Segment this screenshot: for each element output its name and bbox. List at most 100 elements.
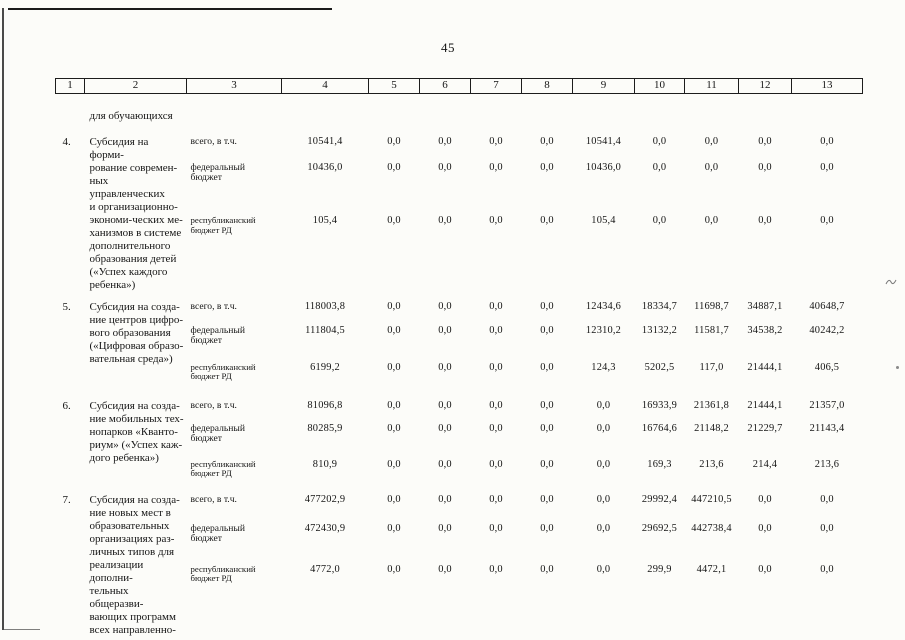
- value-cell: 0,0: [596, 422, 611, 434]
- value-cell: 0,0: [387, 361, 401, 373]
- value-cell: 0,0: [387, 422, 401, 434]
- value-cell: 10541,4: [307, 135, 343, 147]
- row-title-line: ных управленческих: [89, 174, 165, 200]
- row-title: Субсидия на форми-рование современ-ных у…: [85, 135, 187, 292]
- budget-level-label: республиканский бюджет РД: [187, 458, 282, 482]
- value-cell: 0,0: [438, 458, 452, 470]
- empty-cell: [573, 94, 635, 135]
- value-cell: 29692,5: [641, 523, 678, 535]
- value-cell: 0,0: [652, 215, 667, 227]
- spacer-cell: [56, 482, 863, 493]
- value-cell: 0,0: [540, 300, 554, 312]
- value-cell: 0,0: [540, 324, 554, 336]
- value-cell: 80285,9: [307, 422, 343, 434]
- spacer-cell: [56, 292, 863, 300]
- value-cell: 0,0: [596, 458, 611, 470]
- value-cell: 18334,7: [641, 300, 678, 312]
- value-cell: 0,0: [489, 324, 503, 336]
- value-cell: 105,4: [312, 215, 338, 227]
- value-cell: 0,0: [387, 162, 401, 174]
- empty-cell: [471, 94, 522, 135]
- scan-mark-dot: [896, 366, 899, 369]
- row-title-line: ние мобильных тех-: [89, 412, 184, 425]
- value-cell: 0,0: [758, 523, 772, 535]
- value-cell: 0,0: [438, 324, 452, 336]
- scan-mark-squiggle: [885, 279, 897, 285]
- table-row: 5. Субсидия на созда-ние центров цифро-во…: [56, 300, 863, 365]
- budget-table: 1 2 3 4 5 6 7 8 9 10 11 12 13 для обучающихся 4. Субси…: [55, 78, 863, 637]
- value-cell: 0,0: [438, 493, 452, 505]
- budget-level-label: федеральный бюджет: [187, 522, 282, 563]
- budget-level-label-line: бюджет РД: [190, 468, 232, 479]
- row-title-line: ребенка»): [89, 278, 136, 291]
- budget-level-label-line: республиканский: [190, 215, 256, 226]
- column-header: 3: [186, 78, 282, 94]
- value-cell: 0,0: [540, 523, 554, 535]
- row-title-line: всех направленно-: [89, 623, 176, 636]
- value-cell: 0,0: [704, 162, 719, 174]
- empty-cell: [369, 94, 420, 135]
- value-cell: 81096,8: [307, 399, 343, 411]
- row-title-line: тельных общеразви-: [89, 584, 144, 610]
- row-title-line: ханизмов в системе: [89, 226, 182, 239]
- row-title-line: риум» («Успех каж-: [89, 438, 183, 451]
- value-cell: 16933,9: [641, 399, 678, 411]
- table-row: федеральный бюджет 472430,9 0,0 0,0 0,0 0,0 0,0…: [56, 522, 863, 563]
- table-row: республиканский бюджет РД 6199,2 0,0 0,0 0,0 0…: [56, 361, 863, 389]
- column-header: 10: [634, 78, 685, 94]
- row-title-line: реализации дополни-: [89, 558, 144, 584]
- column-header: 6: [419, 78, 471, 94]
- row-title-line: личных типов для: [89, 545, 175, 558]
- value-cell: 406,5: [814, 361, 840, 373]
- value-cell: 0,0: [540, 162, 554, 174]
- table-row: федеральный бюджет 80285,9 0,0 0,0 0,0 0,0 0,0 1…: [56, 422, 863, 458]
- row-number: 6.: [62, 399, 71, 412]
- row-number: 4.: [62, 135, 71, 148]
- value-cell: 10436,0: [307, 162, 343, 174]
- empty-cell: [187, 94, 282, 135]
- value-cell: 0,0: [489, 563, 503, 575]
- budget-level-label-line: республиканский: [190, 361, 256, 372]
- value-cell: 0,0: [489, 162, 503, 174]
- row-title-line: образования детей: [89, 252, 177, 265]
- value-cell: 299,9: [647, 563, 672, 575]
- value-cell: 11698,7: [694, 300, 729, 312]
- value-cell: 472430,9: [304, 523, 346, 535]
- budget-level-label: федеральный бюджет: [187, 422, 282, 458]
- column-header: 1: [55, 78, 85, 94]
- value-cell: 0,0: [758, 215, 772, 227]
- value-cell: 16764,6: [641, 422, 678, 434]
- value-cell: 0,0: [438, 162, 452, 174]
- empty-cell: [522, 94, 573, 135]
- value-cell: 0,0: [596, 563, 611, 575]
- budget-level-label-line: бюджет РД: [190, 573, 232, 584]
- row-title-line: дополнительного: [89, 239, 171, 252]
- value-cell: 0,0: [540, 563, 554, 575]
- value-cell: 0,0: [438, 135, 452, 147]
- value-cell: 0,0: [540, 135, 554, 147]
- spacer-cell: [56, 389, 863, 399]
- carryover-text: для обучающихся: [89, 110, 173, 122]
- value-cell: 0,0: [489, 458, 503, 470]
- row-title-line: вательная среда»): [89, 352, 173, 365]
- budget-level-label-line: бюджет РД: [190, 224, 232, 235]
- table-row: федеральный бюджет 10436,0 0,0 0,0 0,0 0,0 1043…: [56, 161, 863, 214]
- row-title-line: («Успех каждого: [89, 265, 168, 278]
- row-title-line: Субсидия на созда-: [89, 300, 180, 313]
- value-cell: 0,0: [387, 458, 401, 470]
- value-cell: 0,0: [489, 300, 503, 312]
- value-cell: 213,6: [814, 458, 840, 470]
- row-title-line: и организационно-: [89, 200, 178, 213]
- table-row: 4. Субсидия на форми-рование современ-ных…: [56, 135, 863, 291]
- value-cell: 0,0: [758, 493, 772, 505]
- row-title-line: Субсидия на форми-: [89, 135, 149, 161]
- value-cell: 0,0: [489, 399, 503, 411]
- value-cell: 0,0: [387, 300, 401, 312]
- row-title-line: («Цифровая образо-: [89, 339, 184, 352]
- value-cell: 0,0: [540, 215, 554, 227]
- value-cell: 0,0: [758, 563, 772, 575]
- value-cell: 0,0: [387, 399, 401, 411]
- value-cell: 213,6: [699, 458, 724, 470]
- value-cell: 21229,7: [747, 422, 783, 434]
- empty-cell: [635, 94, 685, 135]
